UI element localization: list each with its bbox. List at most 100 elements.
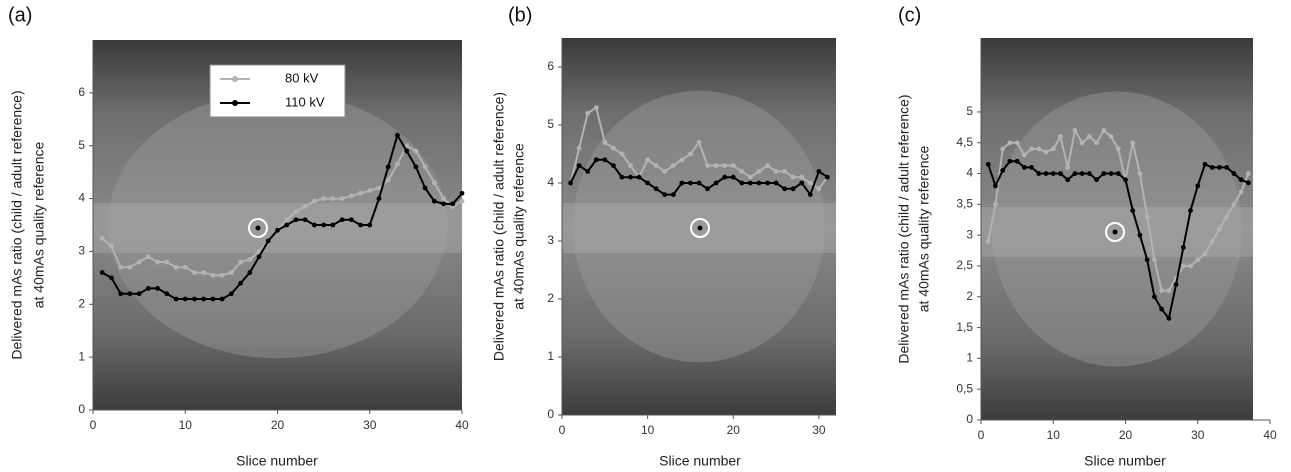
data-point [705,186,710,192]
data-point [376,185,382,191]
data-point [679,157,685,163]
legend-label: 110 kV [285,94,325,109]
data-point [293,209,299,215]
data-point [730,174,736,180]
data-point [422,185,428,191]
data-point [1021,164,1027,170]
data-point [1043,171,1049,176]
data-point [1101,171,1107,176]
data-point [109,275,114,281]
data-point [219,272,225,278]
scout-image [981,38,1253,420]
data-point [155,259,160,265]
panel-label: (c) [898,4,921,26]
data-point [662,169,668,174]
x-tick-label: 0 [978,428,985,442]
data-point [1115,146,1121,152]
data-point [696,180,702,186]
data-point [376,196,382,201]
y-tick-label: 1 [547,349,554,363]
scout-marker [690,218,710,238]
data-point [993,183,998,189]
data-point [1159,306,1165,312]
data-point [747,174,753,180]
data-point [1238,177,1244,183]
y-tick-label: 5 [966,104,973,118]
x-tick-label: 20 [727,423,741,437]
legend-marker [232,100,238,106]
data-point [192,296,197,302]
y-tick-label: 4 [966,166,973,180]
data-point [1101,128,1107,133]
y-axis-label: at 40mAs quality reference [511,143,527,310]
legend-marker [232,76,238,82]
y-tick-label: 1,5 [956,320,973,334]
data-point [1195,257,1201,263]
data-point [773,180,779,186]
data-point [450,201,456,207]
x-tick-label: 40 [1263,428,1277,442]
data-point [1050,146,1056,152]
data-point [1166,315,1172,321]
data-point [1094,140,1099,146]
data-point [593,105,599,110]
data-point [431,180,437,186]
y-tick-label: 4 [547,175,554,189]
data-point [219,296,225,302]
data-point [1137,232,1143,238]
data-point [238,280,244,286]
data-point [756,180,762,186]
data-point [1115,171,1121,176]
data-point [1108,134,1114,139]
data-point [1036,171,1042,176]
data-point [713,163,719,169]
y-tick-label: 0 [547,407,554,421]
data-point [145,254,151,260]
y-tick-label: 4,5 [956,135,973,149]
scout-body [991,91,1243,367]
data-point [1036,146,1042,152]
data-point [330,222,336,228]
y-axis-label: Delivered mAs ratio (child / adult refer… [9,90,25,359]
data-point [799,174,805,180]
data-point [1108,171,1114,176]
data-point [238,259,244,265]
x-tick-label: 30 [363,418,377,432]
y-axis-label: at 40mAs quality reference [916,146,932,313]
data-point [339,196,345,201]
data-point [404,143,410,149]
data-point [747,180,753,186]
data-point [1173,282,1179,287]
data-point [993,201,998,207]
data-point [619,174,625,180]
data-point [1144,257,1150,263]
data-point [585,169,591,174]
data-point [696,140,702,145]
data-point [321,196,327,201]
data-point [1152,257,1157,263]
data-point [670,192,676,198]
data-point [628,174,633,180]
data-point [367,222,373,228]
data-point [1007,140,1013,146]
x-tick-label: 20 [271,418,285,432]
scout-marker-dot [1112,229,1118,235]
data-point [1217,226,1222,232]
data-point [1072,128,1078,133]
data-point [192,270,197,275]
y-tick-label: 3 [966,227,973,241]
data-point [576,145,582,151]
data-point [145,286,151,291]
data-point [636,174,642,180]
data-point [1202,161,1208,167]
x-tick-label: 10 [179,418,193,432]
data-point [358,190,363,196]
data-point [790,186,796,192]
data-point [1245,180,1251,186]
y-tick-label: 5 [547,117,554,131]
data-point [1238,189,1244,195]
data-point [1224,164,1230,170]
y-tick-label: 6 [547,59,554,73]
data-point [1209,164,1215,170]
data-point [385,177,391,183]
